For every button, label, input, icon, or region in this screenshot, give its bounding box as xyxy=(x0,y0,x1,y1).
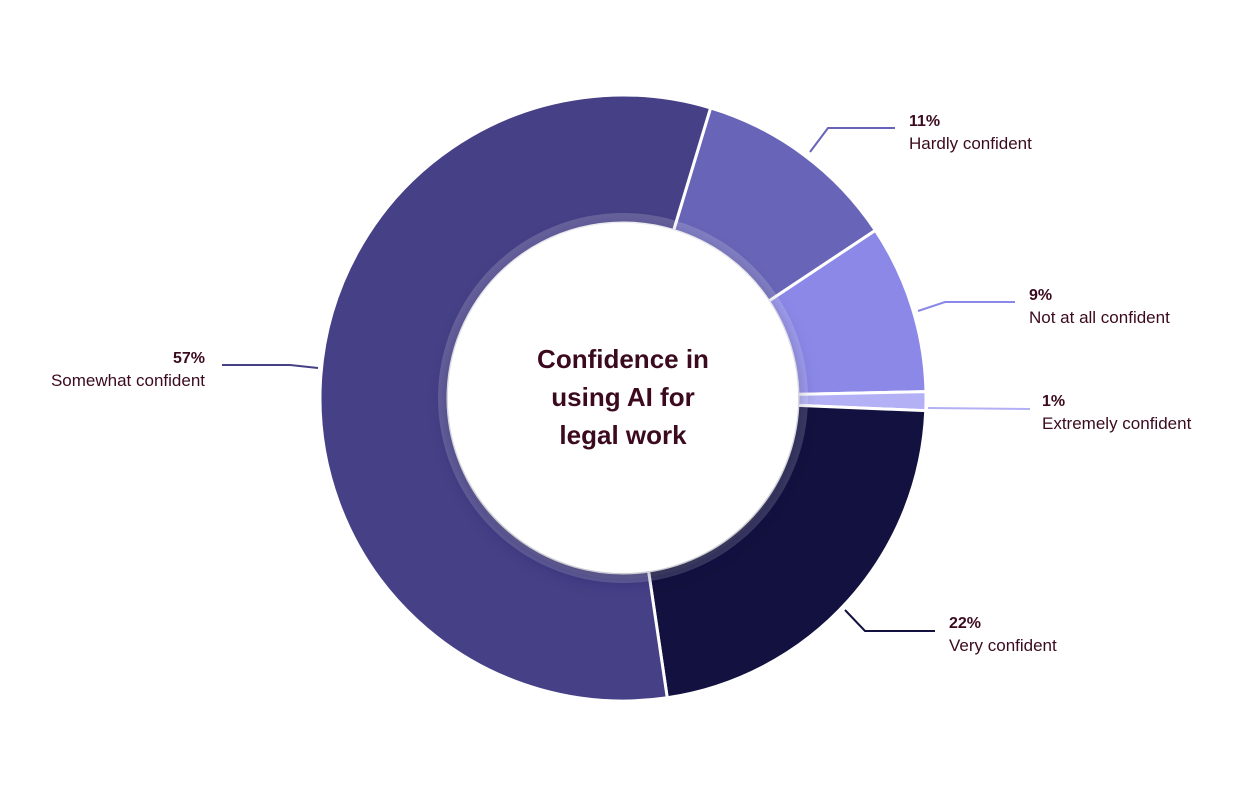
category-label: Not at all confident xyxy=(1029,308,1170,327)
value-label: 22% xyxy=(949,615,981,632)
leader-line xyxy=(844,609,935,632)
leader-line xyxy=(917,301,1015,312)
value-label: 57% xyxy=(173,350,205,367)
leader-line xyxy=(927,407,1031,410)
leader-line xyxy=(222,364,319,369)
chart-title: Confidence in using AI for legal work xyxy=(537,344,709,450)
category-label: Hardly confident xyxy=(909,134,1032,153)
inner-circle xyxy=(448,223,798,573)
leader-line xyxy=(809,127,895,153)
value-label: 9% xyxy=(1029,287,1052,304)
category-label: Very confident xyxy=(949,636,1057,655)
category-label: Somewhat confident xyxy=(51,371,205,390)
category-label: Extremely confident xyxy=(1042,414,1192,433)
value-label: 11% xyxy=(909,113,940,130)
value-label: 1% xyxy=(1042,393,1065,410)
